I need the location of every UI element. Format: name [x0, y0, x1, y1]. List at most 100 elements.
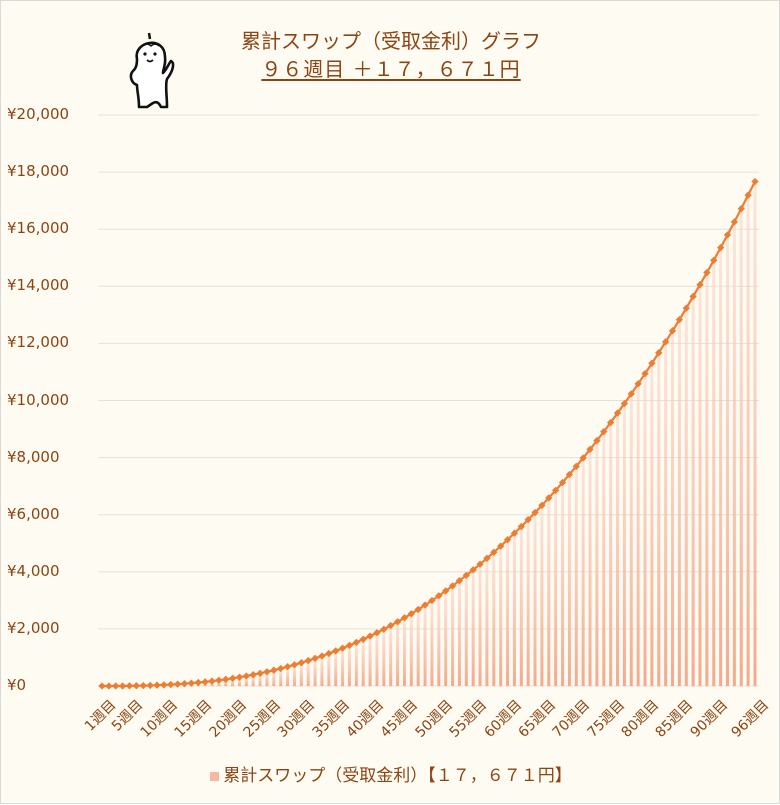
bar: [657, 353, 660, 686]
bar: [699, 285, 702, 686]
data-point-marker: [222, 676, 229, 683]
data-point-marker: [332, 647, 339, 654]
bar: [327, 654, 330, 686]
data-point-marker: [160, 681, 167, 688]
bar: [678, 320, 681, 686]
bar: [726, 235, 729, 686]
data-point-marker: [353, 639, 360, 646]
data-point-marker: [318, 652, 325, 659]
bar: [547, 498, 550, 686]
data-point-marker: [325, 650, 332, 657]
data-point-marker: [360, 636, 367, 643]
bar: [472, 570, 475, 686]
data-point-marker: [140, 682, 147, 689]
bar: [444, 591, 447, 686]
bar: [664, 342, 667, 686]
data-point-marker: [243, 672, 250, 679]
bar: [499, 546, 502, 686]
data-point-marker: [146, 682, 153, 689]
bar: [458, 581, 461, 686]
bar: [485, 558, 488, 686]
data-point-marker: [284, 663, 291, 670]
bar: [362, 639, 365, 686]
bar-series: [114, 181, 756, 686]
data-point-marker: [256, 670, 263, 677]
bar: [348, 645, 351, 686]
bar: [747, 195, 750, 686]
bar: [602, 432, 605, 686]
bar: [630, 394, 633, 686]
data-point-marker: [208, 677, 215, 684]
bar: [692, 296, 695, 686]
data-point-marker: [277, 665, 284, 672]
bar: [623, 404, 626, 686]
bar: [609, 423, 612, 686]
legend-swatch-icon: [210, 772, 219, 781]
bar: [589, 449, 592, 686]
bar: [369, 636, 372, 686]
bar: [568, 475, 571, 686]
trend-line: [102, 181, 755, 686]
bar: [712, 260, 715, 686]
bar: [382, 629, 385, 686]
bar: [389, 626, 392, 686]
data-point-marker: [373, 629, 380, 636]
data-point-marker: [105, 682, 112, 689]
data-point-marker: [366, 632, 373, 639]
bar: [554, 490, 557, 686]
bar: [396, 622, 399, 686]
bar: [540, 505, 543, 686]
bar: [341, 648, 344, 686]
bar: [575, 466, 578, 686]
bar: [740, 209, 743, 686]
data-point-marker: [270, 667, 277, 674]
bar: [644, 374, 647, 686]
bar: [307, 661, 310, 686]
data-point-marker: [305, 657, 312, 664]
data-point-marker: [298, 659, 305, 666]
bar: [733, 222, 736, 686]
data-point-marker: [311, 655, 318, 662]
data-point-marker: [174, 680, 181, 687]
bar: [355, 642, 358, 686]
bar: [534, 513, 537, 686]
bar: [320, 656, 323, 686]
bar: [375, 633, 378, 686]
bar: [582, 458, 585, 686]
data-point-marker: [133, 682, 140, 689]
bar: [685, 308, 688, 686]
legend-label: 累計スワップ（受取金利）【１７，６７１円】: [223, 766, 572, 786]
bar: [334, 651, 337, 686]
legend: 累計スワップ（受取金利）【１７，６７１円】: [1, 761, 780, 786]
bar: [424, 605, 427, 686]
bar: [506, 540, 509, 686]
data-point-marker: [339, 644, 346, 651]
bar: [451, 586, 454, 686]
data-point-marker: [201, 678, 208, 685]
data-point-marker: [229, 675, 236, 682]
bar: [671, 331, 674, 686]
bar: [403, 618, 406, 686]
bar: [595, 441, 598, 686]
data-point-marker: [195, 679, 202, 686]
bar: [637, 384, 640, 686]
bar: [430, 600, 433, 686]
data-point-marker: [119, 682, 126, 689]
bar: [465, 575, 468, 686]
bar: [410, 614, 413, 686]
data-point-marker: [215, 677, 222, 684]
data-point-marker: [744, 191, 751, 198]
bar: [754, 181, 757, 686]
data-point-marker: [167, 681, 174, 688]
bar: [527, 520, 530, 686]
bar: [513, 533, 516, 686]
bar: [479, 564, 482, 686]
bar: [650, 363, 653, 686]
bar: [616, 413, 619, 686]
bar: [314, 658, 317, 686]
bar: [492, 552, 495, 686]
data-point-marker: [751, 178, 758, 185]
data-point-marker: [153, 681, 160, 688]
